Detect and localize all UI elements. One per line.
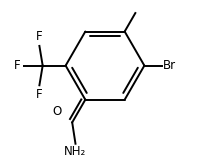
Text: NH₂: NH₂	[64, 145, 87, 158]
Text: O: O	[53, 105, 62, 118]
Text: F: F	[36, 31, 43, 43]
Text: F: F	[36, 88, 43, 101]
Text: Br: Br	[163, 59, 176, 72]
Text: F: F	[14, 59, 21, 72]
